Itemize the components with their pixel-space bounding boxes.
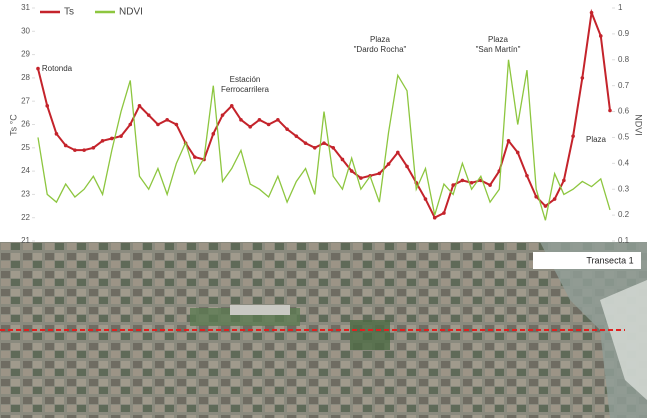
data-point	[432, 215, 437, 220]
y-tick-label: 29	[21, 50, 30, 59]
data-point	[285, 127, 289, 131]
data-point	[36, 66, 40, 71]
annotation: Ferrocarrilera	[221, 85, 270, 94]
data-point	[442, 211, 446, 215]
y2-tick-label: 0.6	[618, 107, 630, 116]
y-tick-label: 25	[21, 143, 30, 152]
data-point	[73, 148, 77, 152]
data-point	[229, 104, 234, 108]
y-tick-label: 26	[21, 120, 30, 129]
y-tick-label: 24	[21, 166, 30, 175]
data-point	[396, 150, 400, 155]
data-point	[128, 122, 133, 127]
data-point	[331, 146, 336, 150]
y-tick-label: 21	[21, 236, 30, 245]
annotation: Plaza	[370, 35, 391, 44]
y-tick-label: 22	[21, 213, 30, 222]
map-label: Transecta 1	[586, 255, 633, 265]
data-point	[377, 171, 382, 176]
data-point	[211, 132, 216, 136]
y2-axis-label: NDVI	[634, 114, 644, 136]
data-point	[608, 108, 612, 113]
data-point	[506, 139, 511, 143]
data-point	[460, 178, 465, 183]
data-point	[146, 113, 151, 117]
data-point	[137, 104, 142, 108]
y2-tick-label: 0.1	[618, 236, 630, 245]
data-point	[552, 197, 557, 201]
data-point	[54, 132, 59, 136]
data-point	[174, 122, 179, 127]
data-point	[359, 176, 363, 180]
data-point	[193, 155, 197, 159]
y-axis-label: Ts °C	[8, 114, 18, 136]
data-point	[488, 183, 492, 187]
data-point	[220, 113, 225, 117]
annotation: Rotonda	[42, 64, 73, 73]
data-point	[165, 118, 169, 122]
data-point	[322, 141, 326, 145]
data-point	[91, 146, 96, 150]
data-point	[598, 34, 603, 38]
y2-tick-label: 0.9	[618, 29, 630, 38]
data-point	[340, 157, 345, 162]
y-tick-label: 28	[21, 73, 30, 82]
legend-label: NDVI	[119, 7, 143, 18]
annotation: Plaza	[488, 35, 509, 44]
data-point	[562, 178, 566, 183]
data-point	[423, 197, 428, 201]
y2-tick-label: 0.4	[618, 158, 630, 167]
satellite-map: Transecta 1	[0, 242, 647, 418]
annotation: "Dardo Rocha"	[354, 45, 407, 54]
map-label-box	[533, 252, 641, 269]
data-point	[405, 164, 409, 169]
data-point	[525, 173, 529, 178]
y2-tick-label: 0.8	[618, 55, 630, 64]
y2-tick-label: 0.2	[618, 210, 630, 219]
data-point	[469, 180, 474, 185]
y2-tick-label: 1	[618, 3, 623, 12]
data-point	[349, 169, 354, 173]
legend-label: Ts	[64, 7, 74, 18]
y2-tick-label: 0.7	[618, 81, 630, 90]
y2-tick-label: 0.3	[618, 184, 630, 193]
data-point	[239, 118, 243, 122]
data-point	[119, 134, 123, 138]
data-point	[45, 104, 50, 108]
y-tick-label: 23	[21, 190, 30, 199]
y-tick-label: 31	[21, 3, 30, 12]
data-point	[156, 122, 160, 127]
y-tick-label: 27	[21, 96, 30, 105]
data-point	[82, 148, 86, 152]
data-point	[100, 139, 105, 143]
data-point	[515, 150, 520, 155]
data-point	[312, 146, 317, 150]
data-point	[303, 141, 308, 145]
data-point	[386, 162, 391, 166]
data-point	[534, 194, 538, 199]
data-point	[589, 10, 594, 15]
annotation: Estación	[230, 75, 261, 84]
data-point	[543, 204, 548, 208]
data-point	[110, 136, 114, 141]
annotation: Plaza	[586, 135, 607, 144]
y-tick-label: 30	[21, 26, 30, 35]
data-point	[294, 134, 299, 138]
data-point	[451, 183, 455, 187]
data-point	[248, 125, 252, 129]
series-line	[37, 59, 611, 221]
data-point	[266, 122, 271, 127]
data-point	[580, 76, 585, 80]
data-point	[571, 134, 575, 138]
y2-tick-label: 0.5	[618, 133, 630, 142]
annotation: "San Martín"	[476, 45, 521, 54]
data-point	[63, 143, 68, 148]
data-point	[276, 118, 280, 122]
data-point	[257, 118, 262, 122]
